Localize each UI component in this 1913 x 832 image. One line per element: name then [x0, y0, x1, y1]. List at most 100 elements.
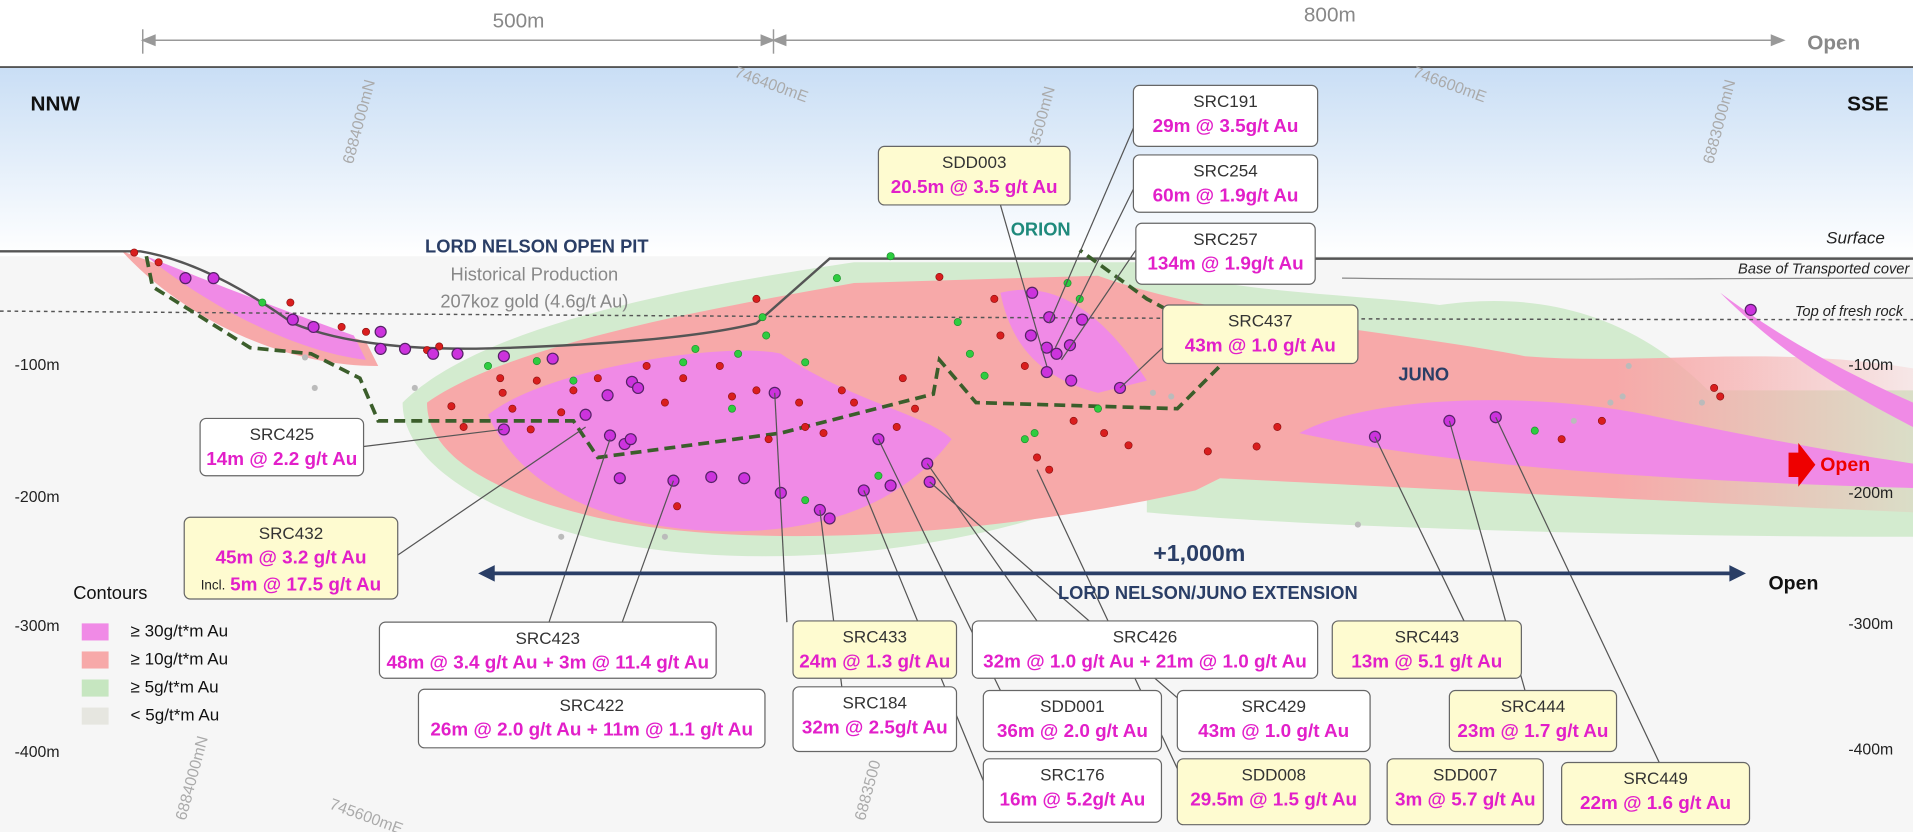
callout-id: SRC426 — [1113, 628, 1178, 647]
callout-id: SDD001 — [1040, 697, 1105, 716]
legend-label: < 5g/t*m Au — [131, 706, 220, 725]
callout-box — [1561, 761, 1751, 826]
callout-result: 24m @ 1.3 g/t Au — [799, 651, 950, 672]
callout-result: 16m @ 5.2g/t Au — [1000, 789, 1146, 810]
extension-arrow — [478, 565, 1747, 582]
dot-10 — [154, 258, 163, 267]
dot-30 — [579, 408, 592, 421]
legend-label: ≥ 5g/t*m Au — [131, 678, 219, 697]
drill-dots — [130, 248, 1757, 540]
legend-swatch — [81, 651, 109, 669]
dot-30 — [286, 313, 299, 326]
compass: NNW — [31, 92, 81, 115]
dot-10 — [660, 398, 669, 407]
dot-5 — [679, 358, 688, 367]
horizon-label: Surface — [1826, 229, 1885, 248]
dot-5 — [1094, 404, 1102, 413]
callout-box — [792, 620, 958, 679]
callout-result: 23m @ 1.7 g/t Au — [1457, 721, 1608, 742]
callout-id: SDD007 — [1433, 765, 1498, 784]
callout-box — [877, 145, 1071, 206]
dot-10 — [337, 322, 346, 331]
dot-30 — [613, 472, 626, 485]
dot-30 — [546, 352, 559, 365]
dot-10 — [935, 272, 944, 281]
dot-low — [1619, 393, 1626, 400]
callout-id: SRC184 — [843, 693, 908, 712]
dot-5 — [965, 349, 974, 358]
dot-10 — [1100, 429, 1109, 438]
extension-length: +1,000m — [1153, 540, 1245, 566]
dot-10 — [1716, 392, 1725, 401]
callout-id: SRC176 — [1040, 765, 1105, 784]
incl-label: Incl. — [201, 577, 226, 592]
dot-10 — [526, 425, 535, 434]
leader-line — [1048, 127, 1134, 324]
callout-id: SRC449 — [1623, 769, 1688, 788]
callout-id: SRC443 — [1395, 628, 1460, 647]
callout-id: SRC433 — [843, 628, 908, 647]
dot-30 — [1744, 303, 1757, 316]
dot-10 — [1045, 465, 1054, 474]
callout-id: SRC422 — [559, 696, 624, 715]
dot-low — [1354, 521, 1361, 528]
leader-line — [397, 426, 586, 556]
callout-result: 22m @ 1.6 g/t Au — [1580, 793, 1731, 814]
dot-low — [311, 384, 318, 391]
dot-10 — [447, 402, 456, 411]
depth-label: -200m — [1848, 485, 1893, 502]
legend-label: ≥ 30g/t*m Au — [131, 621, 229, 640]
leader-line — [1119, 347, 1164, 389]
leader-line — [621, 480, 675, 623]
callout-box — [1448, 689, 1618, 753]
callout-box — [1132, 154, 1319, 213]
callout-result: 13m @ 5.1 g/t Au — [1351, 651, 1502, 672]
callout-result: 3m @ 5.7 g/t Au — [1395, 789, 1536, 810]
dot-low — [1625, 362, 1632, 370]
dimension-line — [140, 29, 1786, 54]
dot-10 — [459, 423, 468, 431]
dot-30 — [374, 342, 387, 356]
dot-10 — [435, 342, 444, 351]
callout-id: SRC257 — [1193, 230, 1258, 249]
legend-label: ≥ 10g/t*m Au — [131, 650, 229, 669]
leader-line — [1054, 188, 1134, 348]
dot-10 — [1020, 362, 1029, 370]
dot-10 — [593, 374, 602, 383]
callout-id: SRC429 — [1241, 697, 1306, 716]
dot-30 — [624, 433, 637, 446]
callout-box — [183, 516, 399, 600]
legend-swatch — [81, 707, 109, 725]
dot-10 — [1252, 442, 1261, 451]
dot-5 — [874, 471, 883, 480]
dot-5 — [980, 371, 989, 380]
callout-id: SRC254 — [1193, 162, 1258, 181]
callout-result: 14m @ 2.2 g/t Au — [206, 449, 357, 470]
callout-box — [1176, 689, 1371, 753]
pit-outline — [144, 248, 1242, 460]
depth-label: -300m — [15, 618, 60, 635]
dot-10 — [1710, 383, 1719, 392]
depth-label: -100m — [15, 357, 60, 374]
dot-low — [1607, 399, 1614, 406]
dot-30 — [823, 512, 836, 525]
dot-30 — [705, 470, 718, 484]
dot-30 — [1024, 329, 1038, 342]
dot-10 — [819, 429, 828, 438]
leader-line — [363, 428, 503, 448]
callout-result: 43m @ 1.0 g/t Au — [1185, 335, 1336, 356]
callout-id: SDD003 — [942, 153, 1007, 172]
zone-label: ORION — [1011, 218, 1071, 239]
callout-id: SRC437 — [1228, 312, 1293, 331]
callout-box — [1162, 304, 1359, 365]
dot-30 — [427, 347, 440, 360]
dot-10 — [1124, 441, 1133, 450]
callout-id: SRC432 — [259, 524, 324, 543]
dot-10 — [892, 423, 901, 431]
dot-10 — [752, 386, 761, 395]
dot-30 — [1050, 347, 1063, 360]
callout-id: SRC191 — [1193, 92, 1258, 111]
callout-box — [792, 686, 958, 753]
dot-10 — [496, 374, 505, 383]
horizon-label: Top of fresh rock — [1795, 304, 1904, 320]
